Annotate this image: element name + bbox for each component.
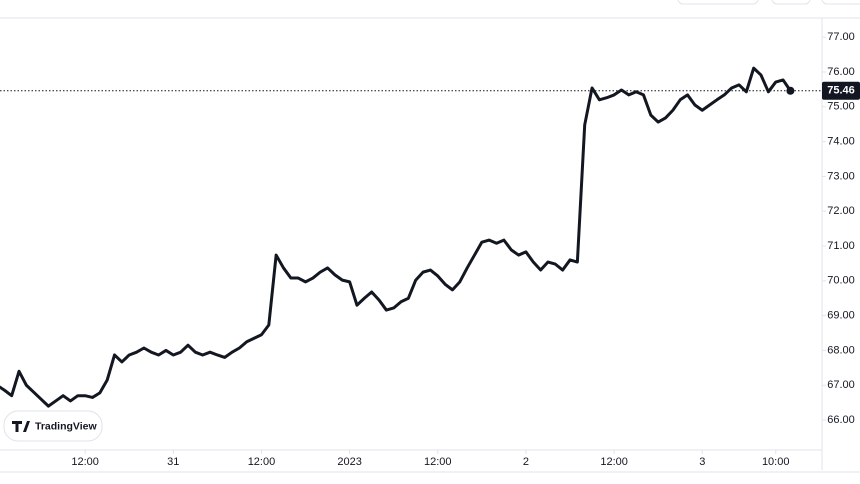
toolbar-button[interactable] [771, 0, 811, 5]
y-tick-label: 67.00 [827, 379, 855, 391]
x-tick-label: 2023 [337, 456, 361, 468]
watermark-text: TradingView [35, 420, 97, 432]
y-tick-label: 71.00 [827, 240, 855, 252]
x-tick-label: 12:00 [71, 456, 99, 468]
y-tick-label: 74.00 [827, 135, 855, 147]
last-price-box [822, 81, 860, 100]
y-tick-label: 69.00 [827, 310, 855, 322]
x-tick-label: 12:00 [248, 456, 276, 468]
toolbar-button[interactable] [821, 0, 860, 5]
last-price-label: 75.46 [827, 85, 855, 97]
x-tick-label: 31 [167, 456, 179, 468]
x-tick-label: 10:00 [762, 456, 790, 468]
y-tick-label: 76.00 [827, 66, 855, 78]
price-line [0, 66, 792, 408]
x-tick-label: 3 [699, 456, 705, 468]
y-tick-label: 70.00 [827, 275, 855, 287]
y-tick-label: 66.00 [827, 414, 855, 426]
watermark-badge[interactable] [3, 410, 103, 442]
x-tick-label: 2 [523, 456, 529, 468]
y-tick-label: 75.00 [827, 101, 855, 113]
y-tick-label: 73.00 [827, 170, 855, 182]
y-tick-label: 72.00 [827, 205, 855, 217]
x-tick-label: 12:00 [600, 456, 628, 468]
watermark-logo [12, 421, 30, 432]
y-tick-label: 68.00 [827, 344, 855, 356]
toolbar-button[interactable] [677, 0, 759, 5]
y-tick-label: 77.00 [827, 31, 855, 43]
x-tick-label: 12:00 [424, 456, 452, 468]
last-point [786, 86, 795, 95]
watermark[interactable]: TradingView [3, 410, 103, 442]
